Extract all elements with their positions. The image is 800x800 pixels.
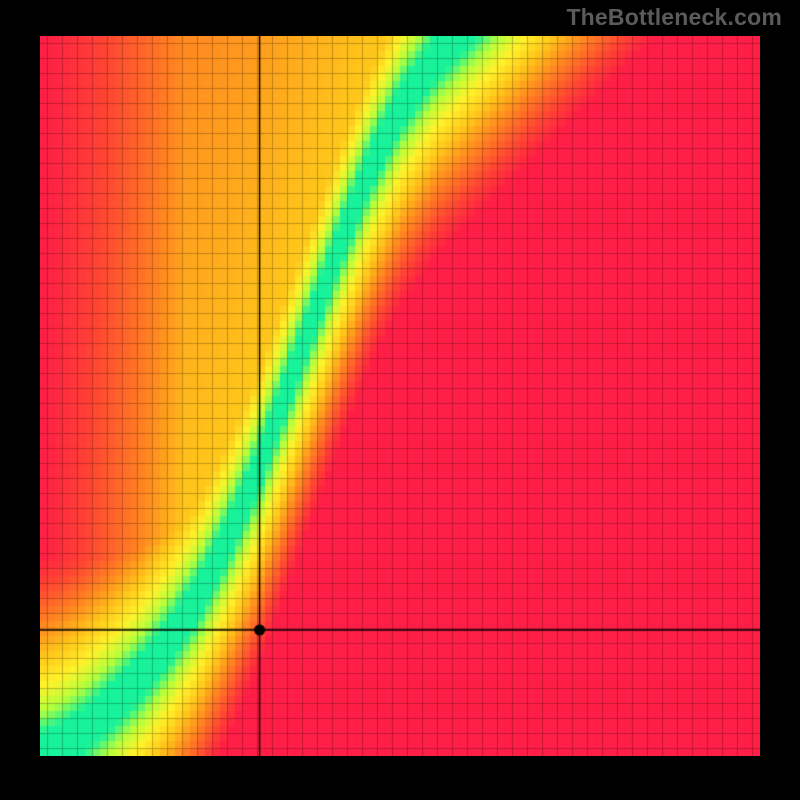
watermark-text: TheBottleneck.com [566, 4, 782, 31]
bottleneck-heatmap [40, 36, 760, 756]
